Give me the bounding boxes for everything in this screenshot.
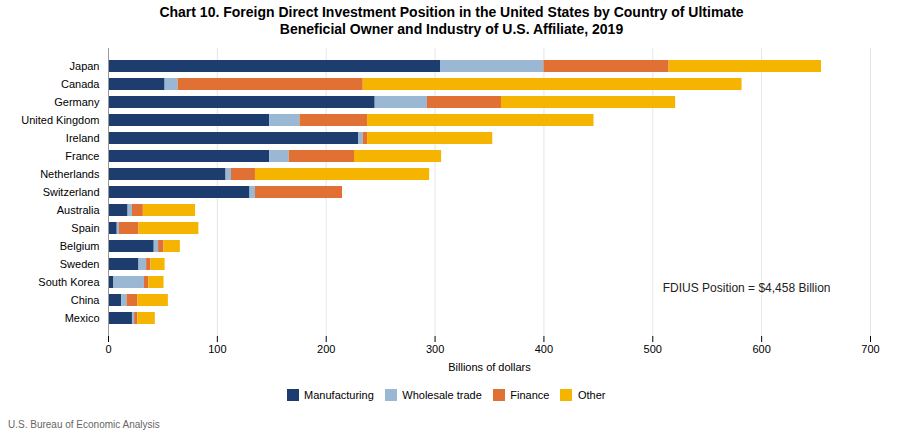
html-text:Wholesale trade: Wholesale trade	[402, 388, 482, 401]
svg-text:Australia: Australia	[57, 204, 101, 216]
html-text:Manufacturing: Manufacturing	[304, 388, 374, 401]
svg-text:100: 100	[208, 343, 226, 355]
svg-text:China: China	[71, 294, 101, 306]
svg-text:400: 400	[535, 343, 553, 355]
svg-text:500: 500	[644, 343, 662, 355]
svg-text:Germany: Germany	[54, 96, 100, 108]
svg-text:Billions of dollars: Billions of dollars	[448, 361, 531, 373]
svg-text:Netherlands: Netherlands	[40, 168, 100, 180]
svg-text:200: 200	[317, 343, 335, 355]
html-text:Beneficial Owner and Industry: Beneficial Owner and Industry of U.S. Af…	[279, 21, 624, 37]
svg-text:300: 300	[426, 343, 444, 355]
svg-text:0: 0	[105, 343, 111, 355]
html-text:Other: Other	[577, 388, 606, 401]
svg-text:United Kingdom: United Kingdom	[21, 114, 99, 126]
svg-text:Belgium: Belgium	[60, 240, 100, 252]
html-text:Chart 10. Foreign Direct Inves: Chart 10. Foreign Direct Investment Posi…	[159, 4, 744, 20]
svg-text:Japan: Japan	[70, 60, 100, 72]
svg-text:Spain: Spain	[71, 222, 99, 234]
svg-text:600: 600	[752, 343, 770, 355]
html-text:U.S. Bureau of Economic Analys: U.S. Bureau of Economic Analysis	[8, 418, 160, 430]
svg-text:Mexico: Mexico	[65, 312, 100, 324]
svg-text:South Korea: South Korea	[38, 276, 100, 288]
svg-text:FDIUS Position = $4,458 Billio: FDIUS Position = $4,458 Billion	[663, 281, 831, 295]
svg-text:Canada: Canada	[61, 78, 100, 90]
svg-text:France: France	[65, 150, 99, 162]
svg-text:Ireland: Ireland	[66, 132, 100, 144]
svg-text:700: 700	[861, 343, 879, 355]
svg-text:Sweden: Sweden	[60, 258, 100, 270]
svg-text:Switzerland: Switzerland	[43, 186, 100, 198]
html-text:Finance: Finance	[510, 388, 550, 401]
